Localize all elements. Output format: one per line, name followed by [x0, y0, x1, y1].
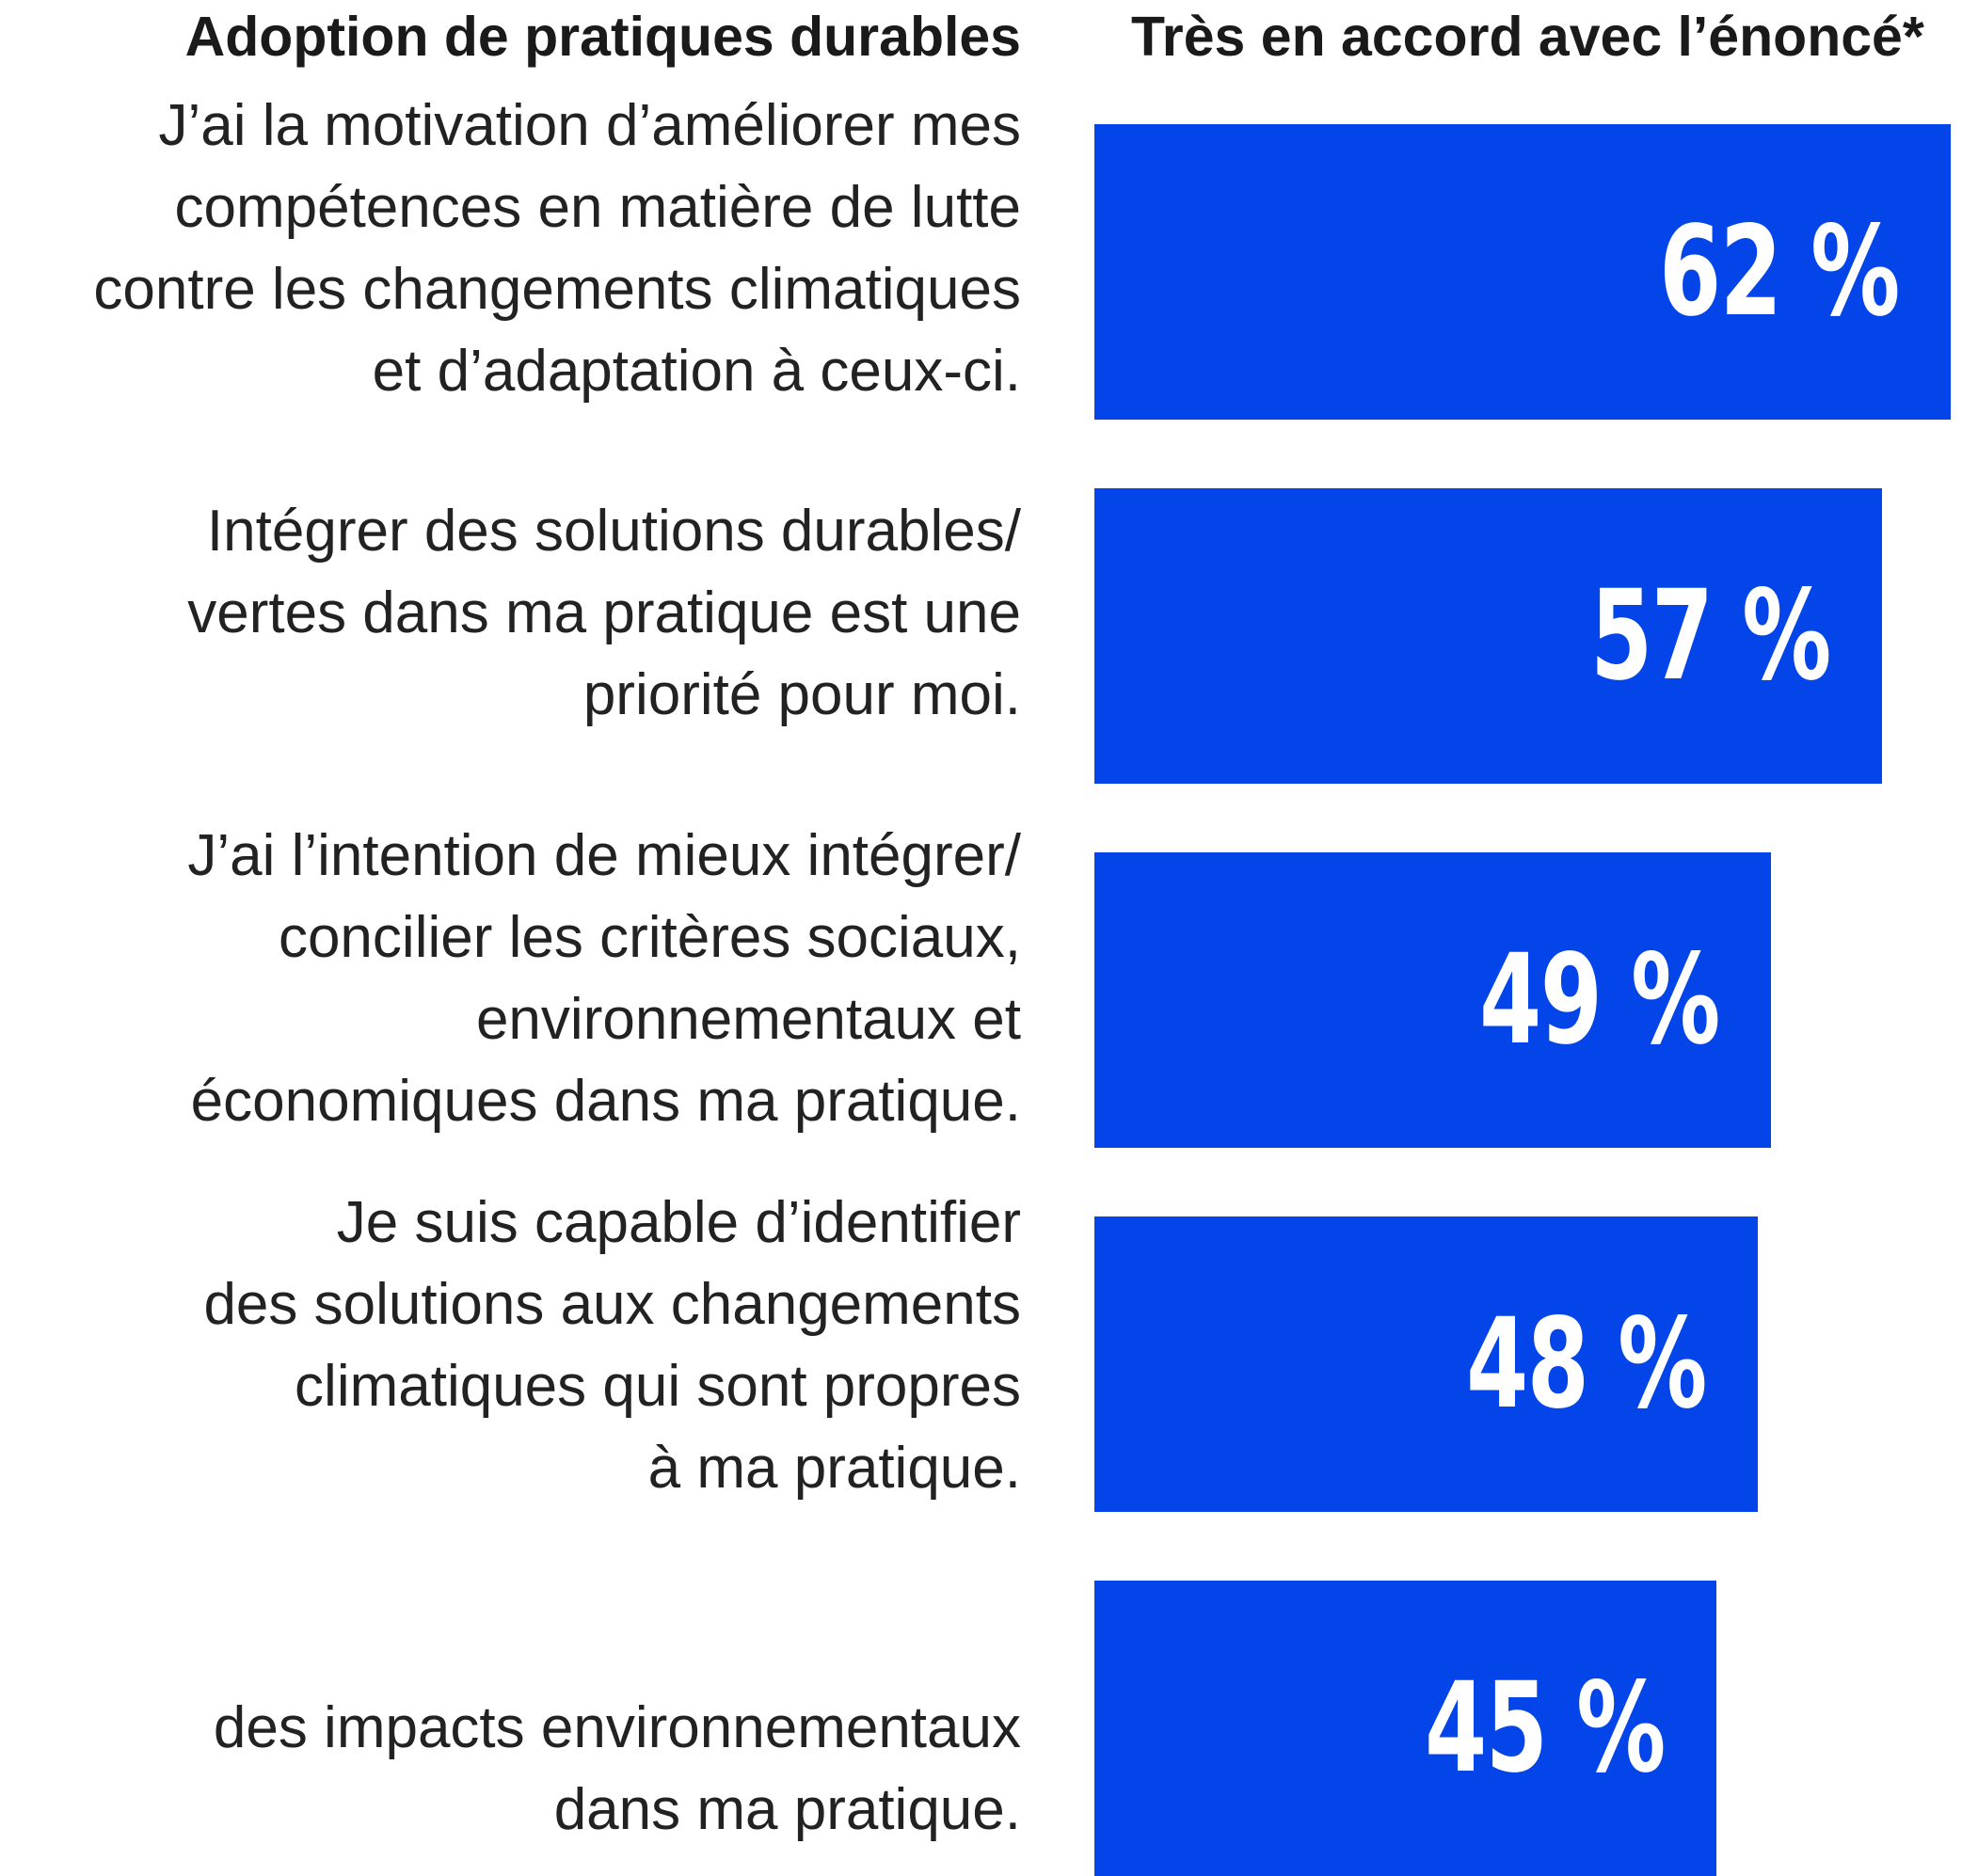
category-label-line: vertes dans ma pratique est une	[187, 580, 1021, 645]
bar-4: 48 %	[1094, 1216, 1758, 1512]
bar-5: 45 %	[1094, 1581, 1716, 1876]
bar-1: 62 %	[1094, 124, 1951, 420]
category-label-line: à ma pratique.	[647, 1436, 1021, 1501]
category-label-line: des impacts environnementaux	[213, 1695, 1021, 1760]
category-label: Je suis capable d’identifier des solution…	[0, 1182, 1021, 1509]
category-label-line: environnementaux et	[475, 987, 1021, 1052]
category-label-line: compétences en matière de lutte	[174, 175, 1021, 240]
chart-title-right: Très en accord avec l’énoncé*	[1131, 6, 1924, 68]
category-label-line: Intégrer des solutions durables/	[206, 499, 1021, 564]
category-label-line: contre les changements climatiques	[93, 257, 1021, 322]
chart-title-left: Adoption de pratiques durables	[184, 6, 1021, 68]
category-label: J’ai la motivation d’améliorer mes compét…	[0, 85, 1021, 412]
bar-value-label: 45 %	[1425, 1656, 1666, 1801]
category-label-line: concilier les critères sociaux,	[278, 905, 1021, 970]
category-label-line: dans ma pratique.	[553, 1777, 1021, 1842]
category-label-line: des solutions aux changements	[203, 1272, 1021, 1337]
bar-value-label: 48 %	[1466, 1292, 1707, 1437]
category-label-line: J’ai l’intention de mieux intégrer/	[187, 823, 1021, 888]
category-label: J’ai l’intention de mieux intégrer/conci…	[0, 815, 1021, 1142]
category-label-line: climatiques qui sont propres	[295, 1354, 1021, 1419]
bar-value-label: 62 %	[1659, 199, 1900, 344]
bar-value-label: 57 %	[1590, 564, 1831, 708]
category-label: Intégrer des solutions durables/vertes d…	[0, 490, 1021, 736]
category-label-line: et d’adaptation à ceux-ci.	[372, 339, 1021, 404]
bar-2: 57 %	[1094, 488, 1882, 784]
category-label-line: économiques dans ma pratique.	[190, 1069, 1021, 1134]
category-label-line: J’ai la motivation d’améliorer mes	[158, 93, 1021, 158]
bar-3: 49 %	[1094, 852, 1771, 1148]
category-label: des impacts environnementaux dans ma prat…	[0, 1687, 1021, 1851]
bar-value-label: 49 %	[1479, 928, 1720, 1073]
category-label-line: priorité pour moi.	[582, 662, 1021, 727]
category-label-line: Je suis capable d’identifier	[336, 1190, 1021, 1255]
